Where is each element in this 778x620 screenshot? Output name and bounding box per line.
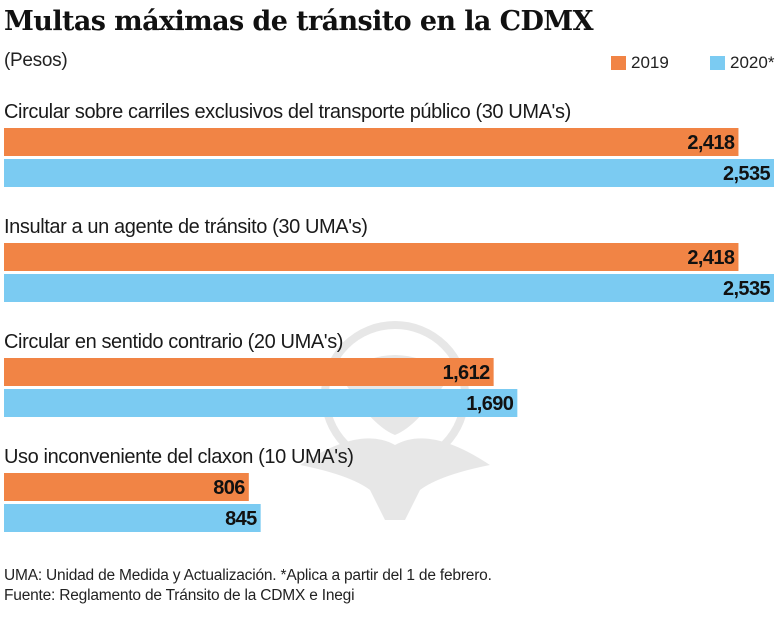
chart-title: Multas máximas de tránsito en la CDMX — [4, 6, 594, 37]
legend-item-2020: 2020* — [710, 53, 774, 73]
chart-subtitle: (Pesos) — [4, 50, 68, 71]
bar-2020 — [4, 504, 261, 532]
value-label-2019: 2,418 — [687, 132, 735, 154]
category-label: Circular en sentido contrario (20 UMA's) — [4, 331, 343, 353]
legend-label-2020: 2020* — [730, 53, 775, 72]
footnote-uma-note: UMA: Unidad de Medida y Actualización. *… — [4, 567, 492, 584]
legend-swatch-2019 — [611, 56, 626, 70]
bar-2019 — [4, 128, 739, 156]
bar-2020 — [4, 389, 518, 417]
bar-chart: Circular sobre carriles exclusivos del t… — [4, 101, 774, 532]
bar-2020 — [4, 159, 774, 187]
legend-swatch-2020 — [710, 56, 725, 70]
legend-label-2019: 2019 — [631, 53, 669, 72]
category-label: Insultar a un agente de tránsito (30 UMA… — [4, 216, 367, 238]
bar-2019 — [4, 473, 249, 501]
value-label-2020: 2,535 — [723, 278, 771, 300]
bar-2020 — [4, 274, 774, 302]
value-label-2020: 1,690 — [466, 393, 514, 415]
category-label: Circular sobre carriles exclusivos del t… — [4, 101, 571, 123]
bar-2019 — [4, 243, 739, 271]
value-label-2020: 845 — [225, 508, 257, 530]
category-label: Uso inconveniente del claxon (10 UMA's) — [4, 446, 354, 468]
value-label-2019: 1,612 — [443, 362, 491, 384]
bar-2019 — [4, 358, 494, 386]
value-label-2019: 2,418 — [687, 247, 735, 269]
value-label-2019: 806 — [213, 477, 245, 499]
footnote: UMA: Unidad de Medida y Actualización. *… — [4, 566, 492, 606]
legend-item-2019: 2019 — [611, 53, 669, 73]
value-label-2020: 2,535 — [723, 163, 771, 185]
footnote-source: Fuente: Reglamento de Tránsito de la CDM… — [4, 587, 355, 604]
